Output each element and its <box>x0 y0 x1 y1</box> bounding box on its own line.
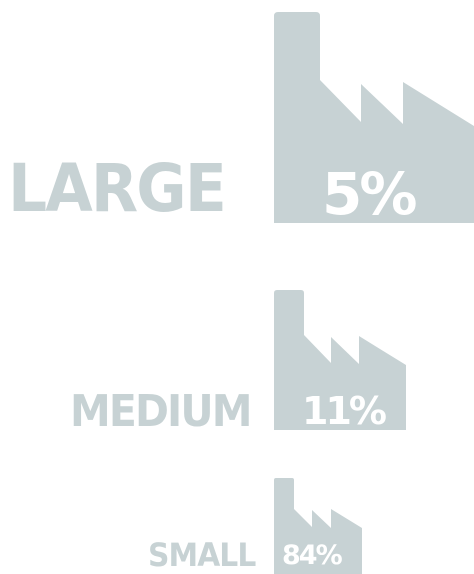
factory-icon <box>274 12 474 223</box>
size-label-medium: MEDIUM <box>70 386 253 437</box>
percent-large: 5% <box>322 160 418 228</box>
size-label-small: SMALL <box>148 536 256 574</box>
factory-icon <box>274 478 362 574</box>
percent-medium: 11% <box>302 389 387 433</box>
size-label-large: LARGE <box>8 150 227 227</box>
percent-small: 84% <box>282 540 343 571</box>
factory-icon <box>274 290 406 430</box>
